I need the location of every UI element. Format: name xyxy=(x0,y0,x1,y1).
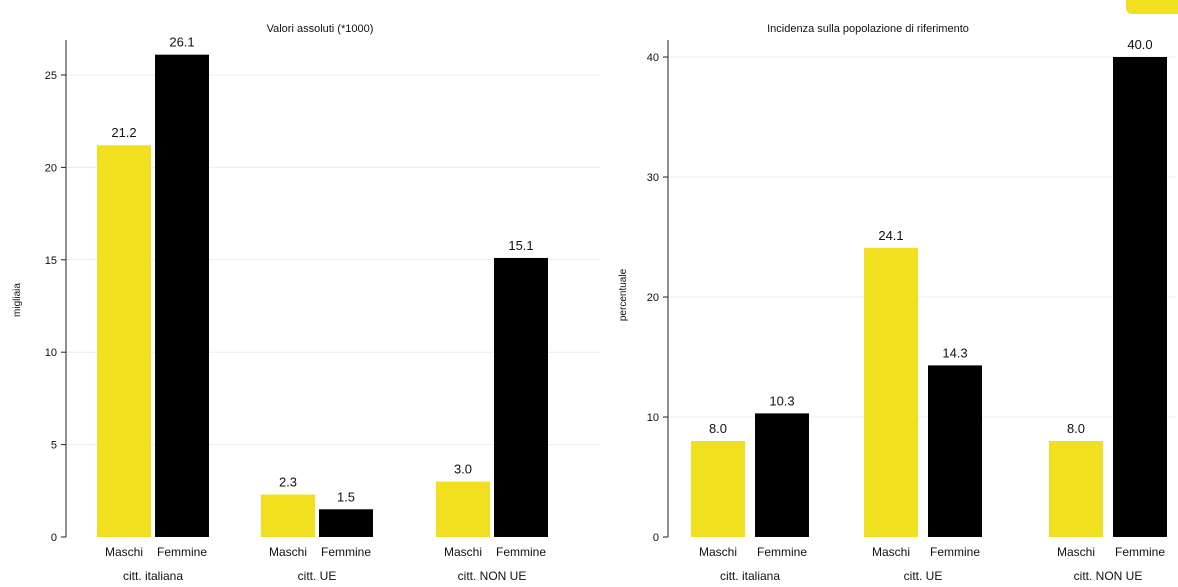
bar-femmine-3 xyxy=(1113,57,1167,537)
chart-absolute-bars: 21.2 26.1 2.3 1.5 3.0 15.1 xyxy=(97,35,548,538)
chart-absolute-yticks: 0 5 10 15 20 25 xyxy=(45,70,66,544)
x-sublabel-maschi: Maschi xyxy=(699,545,737,559)
x-category-label: citt. UE xyxy=(904,569,943,583)
bar-maschi-1 xyxy=(691,441,745,537)
x-category-label: citt. NON UE xyxy=(458,569,527,583)
bar-maschi-2 xyxy=(261,494,315,537)
x-sublabel-maschi: Maschi xyxy=(105,545,143,559)
x-sublabel-femmine: Femmine xyxy=(157,545,207,559)
corner-tab xyxy=(1126,0,1178,14)
bar-femmine-3 xyxy=(494,257,548,537)
data-label-maschi-1: 8.0 xyxy=(709,421,727,436)
chart-incidence-ylabel: percentuale xyxy=(618,268,629,321)
y-tick-label: 15 xyxy=(45,255,57,267)
y-tick-label: 0 xyxy=(51,532,57,544)
x-category-label: citt. UE xyxy=(298,569,337,583)
x-sublabel-femmine: Femmine xyxy=(321,545,371,559)
y-tick-label: 20 xyxy=(45,162,57,174)
x-sublabel-femmine: Femmine xyxy=(930,545,980,559)
data-label-maschi-1: 21.2 xyxy=(111,125,136,140)
bar-maschi-3 xyxy=(1049,441,1103,537)
chart-absolute-ylabel: migliaia xyxy=(12,283,23,317)
y-tick-label: 0 xyxy=(653,532,659,544)
data-label-femmine-1: 10.3 xyxy=(769,393,794,408)
x-sublabel-maschi: Maschi xyxy=(444,545,482,559)
y-tick-label: 5 xyxy=(51,440,57,452)
chart-incidence-bars: 8.0 10.3 24.1 14.3 8.0 40.0 xyxy=(691,37,1167,538)
y-tick-label: 40 xyxy=(647,52,659,64)
x-sublabel-maschi: Maschi xyxy=(269,545,307,559)
data-label-femmine-2: 14.3 xyxy=(942,345,967,360)
data-label-maschi-3: 8.0 xyxy=(1067,421,1085,436)
chart-incidence-grid xyxy=(669,56,1175,418)
bar-maschi-3 xyxy=(436,481,490,537)
chart-absolute-values: Valori assoluti (*1000) migliaia 0 5 10 15 2… xyxy=(12,23,600,583)
bar-maschi-2 xyxy=(864,247,918,538)
x-category-label: citt. italiana xyxy=(720,569,780,583)
chart-absolute-title: Valori assoluti (*1000) xyxy=(267,23,374,35)
chart-incidence-title: Incidenza sulla popolazione di riferimen… xyxy=(767,23,969,35)
x-category-label: citt. NON UE xyxy=(1074,569,1143,583)
chart-absolute-xlabels: Maschi Femmine citt. italiana Maschi Femmine… xyxy=(105,545,546,583)
y-tick-label: 25 xyxy=(45,70,57,82)
x-sublabel-femmine: Femmine xyxy=(496,545,546,559)
y-tick-label: 10 xyxy=(647,412,659,424)
x-sublabel-femmine: Femmine xyxy=(1115,545,1165,559)
data-label-femmine-3: 15.1 xyxy=(508,238,533,253)
data-label-maschi-2: 24.1 xyxy=(878,228,903,243)
y-tick-label: 30 xyxy=(647,172,659,184)
y-tick-label: 10 xyxy=(45,347,57,359)
data-label-femmine-3: 40.0 xyxy=(1127,37,1152,52)
data-label-femmine-2: 1.5 xyxy=(337,489,355,504)
x-category-label: citt. italiana xyxy=(123,569,183,583)
bar-femmine-2 xyxy=(928,365,982,537)
x-sublabel-maschi: Maschi xyxy=(1057,545,1095,559)
bar-femmine-1 xyxy=(155,54,209,538)
chart-incidence-xlabels: Maschi Femmine citt. italiana Maschi Femmine… xyxy=(699,545,1165,583)
x-sublabel-maschi: Maschi xyxy=(872,545,910,559)
x-sublabel-femmine: Femmine xyxy=(757,545,807,559)
bar-femmine-1 xyxy=(755,413,809,537)
y-tick-label: 20 xyxy=(647,292,659,304)
bar-maschi-1 xyxy=(97,145,151,537)
data-label-maschi-2: 2.3 xyxy=(279,474,297,489)
bar-femmine-2 xyxy=(319,509,373,537)
data-label-femmine-1: 26.1 xyxy=(169,35,194,50)
data-label-maschi-3: 3.0 xyxy=(454,462,472,477)
chart-incidence-yticks: 0 10 20 30 40 xyxy=(647,52,668,544)
chart-incidence: Incidenza sulla popolazione di riferimen… xyxy=(618,23,1175,583)
